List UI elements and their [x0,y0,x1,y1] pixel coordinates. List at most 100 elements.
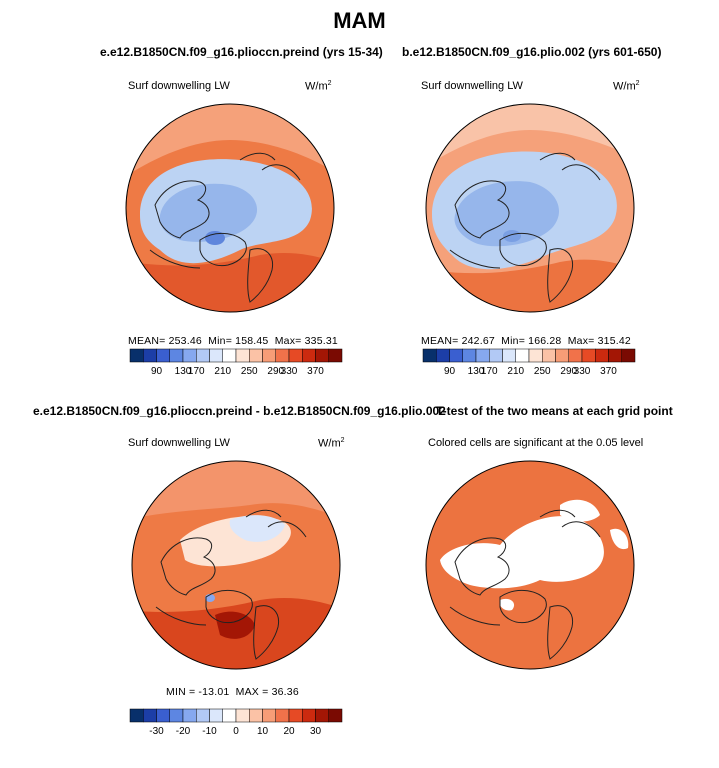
panel-3-colorbar-swatch [129,708,144,723]
panel-1-colorbar-swatch [169,348,184,363]
panel-2-map [426,104,634,312]
panel-2-colorbar-swatch [489,348,503,363]
panel-1-colorbar-swatch [249,348,263,363]
panel-3-colorbar-swatch [143,708,157,723]
panel-1-coastlines [149,152,301,303]
panel-1-cool-minimum [205,231,225,245]
panel-3-colorbar-swatch [315,708,329,723]
panel-1-colorbar-tick-label: 170 [188,366,205,377]
panel-2-colorbar-swatch [568,348,583,363]
panel-4-nonsignificant-region [440,516,604,589]
panel-2-colorbar-swatch [528,348,543,363]
panel-3-colorbar-tick-label: 30 [310,726,322,737]
panel-2-title: b.e12.B1850CN.f09_g16.plio.002 (yrs 601-… [402,45,662,59]
panel-2-colorbar-tick-label: 370 [600,366,617,377]
panel-2-coastlines [449,152,601,303]
panel-2-colorbar-tick-label: 290 [560,366,577,377]
panel-1-colorbar-tick-label: 210 [214,366,231,377]
panel-2-colorbar-swatch [542,348,556,363]
panel-3-cool-region [229,515,285,542]
panel-2-colorbar-swatch [502,348,516,363]
panel-2-colorbar-swatch [581,348,596,363]
panel-1-colorbar-swatch [209,348,223,363]
panel-2-colorbar-tick-label: 170 [481,366,498,377]
panel-3-colorbar-tick-label: -30 [149,726,164,737]
panel-3-warm-maximum [215,611,255,639]
panel-3-title: e.e12.B1850CN.f09_g16.plioccn.preind - b… [33,404,446,418]
panel-1-colorbar-swatch [275,348,290,363]
panel-1-colorbar-swatch [315,348,329,363]
panel-1-colorbar-swatch [196,348,210,363]
panel-1-variable-label: Surf downwelling LW [128,80,230,92]
panel-3-colorbar-swatch [275,708,290,723]
panel-1-colorbar-swatch [262,348,276,363]
panel-2-colorbar-tick-label: 250 [534,366,551,377]
panel-2-colorbar-swatch [449,348,463,363]
panel-1-colorbar-tick-label: 370 [307,366,324,377]
panel-1-unit: W/m2 [305,80,332,93]
panel-1-colorbar-swatch [222,348,237,363]
panel-2-stats: MEAN= 242.67 Min= 166.28 Max= 315.42 [421,335,631,347]
panel-2-variable-label: Surf downwelling LW [421,80,523,92]
panel-2-colorbar-tick-label: 330 [574,366,591,377]
panel-1-cool-core [159,183,258,242]
panel-2-cool-core [454,181,560,247]
panel-2-colorbar-tick-label: 90 [444,366,456,377]
panel-3-stats: MIN = -13.01 MAX = 36.36 [166,686,299,698]
panel-4-title: T-test of the two means at each grid poi… [436,404,673,418]
panel-1-colorbar-swatch [328,348,343,363]
panel-4-map-border [425,460,635,670]
panel-2-colorbar-swatch [555,348,569,363]
panel-1-title: e.e12.B1850CN.f09_g16.plioccn.preind (yr… [100,45,383,59]
panel-1-colorbar-tick-label: 130 [175,366,192,377]
panel-4-nonsignificant-patch-3 [499,598,515,611]
panel-2-colorbar-swatch [462,348,477,363]
panel-1-colorbar-tick-label: 90 [151,366,163,377]
panel-3-coastlines [155,509,307,660]
panel-1-colorbar-tick-label: 330 [281,366,298,377]
panel-1-map-border [125,103,335,313]
panel-2-colorbar-swatch [621,348,636,363]
panel-2-colorbar-swatch [595,348,609,363]
panel-1-colorbar-swatch [288,348,303,363]
panel-3-colorbar-swatch [222,708,237,723]
panel-4-map [426,461,634,669]
panel-3-colorbar: -30 -20 -10 0 10 20 30 [129,708,343,737]
panel-4-coastlines [449,509,601,660]
panel-2-colorbar-swatch [515,348,530,363]
panel-3-colorbar-swatch [288,708,303,723]
panel-2-unit: W/m2 [613,80,640,93]
panel-3-colorbar-swatch [235,708,250,723]
panel-3-map-border [131,460,341,670]
panel-2-cool-minimum [503,230,521,242]
panel-2-map-border [425,103,635,313]
panel-2-colorbar-swatch [608,348,622,363]
panel-4-nonsignificant-patch-1 [560,499,600,522]
panel-3-unit: W/m2 [318,437,345,450]
panel-3-colorbar-swatch [169,708,184,723]
panel-3-colorbar-swatch [302,708,316,723]
panel-1-colorbar-tick-label: 290 [267,366,284,377]
panel-1-colorbar-swatch [156,348,170,363]
panel-3-colorbar-tick-label: 20 [283,726,295,737]
panel-1-colorbar-swatch [302,348,316,363]
panel-1-colorbar-swatch [235,348,250,363]
panel-3-colorbar-tick-label: -20 [176,726,191,737]
panel-3-colorbar-swatch [262,708,276,723]
panel-3-map [132,461,340,669]
panel-1-colorbar-swatch [143,348,157,363]
panel-2-colorbar-swatch [422,348,437,363]
panel-4-note: Colored cells are significant at the 0.0… [428,437,644,449]
panel-2-colorbar-tick-label: 210 [507,366,524,377]
panel-3-colorbar-swatch [182,708,197,723]
panel-1-stats: MEAN= 253.46 Min= 158.45 Max= 335.31 [128,335,338,347]
panel-1-colorbar-tick-label: 250 [241,366,258,377]
panel-1-colorbar-swatch [129,348,144,363]
panel-2-colorbar-swatch [436,348,450,363]
panel-3-colorbar-swatch [328,708,343,723]
panel-3-colorbar-swatch [156,708,170,723]
panel-3-colorbar-tick-label: 10 [257,726,269,737]
